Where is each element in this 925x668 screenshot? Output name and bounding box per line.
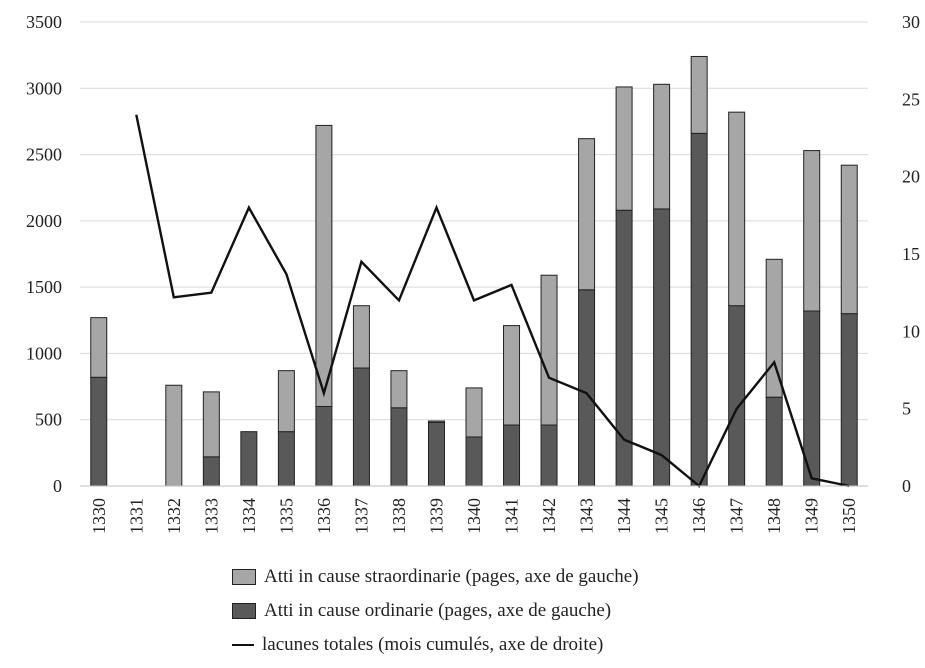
y-right-tick-label: 25 <box>902 89 920 109</box>
bar-ordinarie <box>578 289 596 487</box>
x-tick-label: 1342 <box>539 498 559 534</box>
bar-ordinarie <box>840 313 858 487</box>
x-tick-label: 1346 <box>689 498 709 534</box>
y-left-tick-label: 1500 <box>26 277 62 297</box>
bar-straordinarie <box>765 258 783 398</box>
x-tick-label: 1339 <box>426 498 446 534</box>
bar-ordinarie <box>465 436 483 487</box>
x-tick-label: 1350 <box>839 498 859 534</box>
bar-ordinarie <box>728 305 746 487</box>
bar-straordinarie <box>165 384 183 487</box>
bar-straordinarie <box>578 138 596 291</box>
bar-straordinarie <box>803 150 821 312</box>
bar-straordinarie <box>202 391 220 458</box>
x-tick-label: 1336 <box>314 498 334 534</box>
x-tick-label: 1347 <box>727 498 747 534</box>
x-tick-label: 1343 <box>577 498 597 534</box>
bar-straordinarie <box>615 86 633 211</box>
bar-ordinarie <box>315 405 333 487</box>
bar-ordinarie <box>90 376 108 487</box>
series-line-lacunes <box>135 114 850 488</box>
bar-ordinarie <box>277 431 295 487</box>
x-tick-label: 1349 <box>802 498 822 534</box>
x-tick-label: 1338 <box>389 498 409 534</box>
bar-ordinarie <box>240 431 258 487</box>
axes: 0 500 1000 1500 2000 2500 3000 3500 0 5 10 15 20 25 30… <box>26 12 920 534</box>
y-left-tick-label: 0 <box>53 476 62 496</box>
legend-swatch-straordinarie <box>232 569 256 585</box>
y-right-tick-label: 30 <box>902 12 920 32</box>
x-tick-label: 1348 <box>764 498 784 534</box>
y-left-tick-label: 3000 <box>26 78 62 98</box>
legend-label-ordinarie: Atti in cause ordinarie (pages, axe de g… <box>264 600 612 621</box>
gridlines <box>80 21 868 421</box>
bar-ordinarie <box>690 132 708 487</box>
bar-straordinarie <box>840 164 858 315</box>
legend-label-straordinarie: Atti in cause straordinarie (pages, axe … <box>264 566 639 587</box>
y-left-tick-label: 3500 <box>26 12 62 32</box>
y-left-tick-label: 2000 <box>26 211 62 231</box>
bar-straordinarie <box>728 111 746 307</box>
bar-ordinarie <box>540 424 558 487</box>
x-tick-label: 1332 <box>164 498 184 534</box>
x-tick-label: 1333 <box>201 498 221 534</box>
bar-straordinarie <box>503 325 521 426</box>
bar-straordinarie <box>315 124 333 407</box>
bar-straordinarie <box>277 370 295 433</box>
bar-ordinarie <box>390 407 408 487</box>
x-tick-label: 1337 <box>351 498 371 534</box>
legend-item-straordinarie: Atti in cause straordinarie (pages, axe … <box>232 560 639 594</box>
bar-straordinarie <box>540 274 558 426</box>
y-right-tick-label: 5 <box>902 399 911 419</box>
x-tick-label: 1340 <box>464 498 484 534</box>
bar-straordinarie <box>390 370 408 409</box>
bar-ordinarie <box>352 367 370 487</box>
bar-ordinarie <box>653 208 671 487</box>
line-series <box>135 114 850 488</box>
bar-ordinarie <box>503 424 521 487</box>
x-tick-label: 1330 <box>89 498 109 534</box>
bar-straordinarie <box>690 55 708 134</box>
legend-item-lacunes: lacunes totales (mois cumulés, axe de dr… <box>232 628 639 662</box>
x-tick-label: 1334 <box>239 498 259 534</box>
y-right-tick-label: 20 <box>902 167 920 187</box>
x-tick-label: 1344 <box>614 498 634 534</box>
bar-ordinarie <box>615 209 633 487</box>
y-right-tick-label: 10 <box>902 321 920 341</box>
bar-ordinarie <box>427 421 445 487</box>
x-tick-label: 1341 <box>502 498 522 534</box>
y-left-tick-label: 500 <box>35 410 62 430</box>
bar-ordinarie <box>202 456 220 487</box>
x-tick-label: 1345 <box>652 498 672 534</box>
x-tick-label: 1335 <box>276 498 296 534</box>
bar-straordinarie <box>90 317 108 378</box>
bar-straordinarie <box>465 387 483 438</box>
bar-straordinarie <box>427 420 445 423</box>
x-tick-label: 1331 <box>126 498 146 534</box>
y-left-tick-label: 2500 <box>26 145 62 165</box>
bar-straordinarie <box>653 83 671 210</box>
legend-item-ordinarie: Atti in cause ordinarie (pages, axe de g… <box>232 594 639 628</box>
bar-ordinarie <box>765 396 783 487</box>
legend-swatch-ordinarie <box>232 603 256 619</box>
y-left-tick-label: 1000 <box>26 343 62 363</box>
y-right-tick-label: 15 <box>902 244 920 264</box>
legend-label-lacunes: lacunes totales (mois cumulés, axe de dr… <box>262 634 604 655</box>
legend: Atti in cause straordinarie (pages, axe … <box>232 560 639 662</box>
bar-straordinarie <box>352 305 370 369</box>
y-right-tick-label: 0 <box>902 476 911 496</box>
legend-swatch-lacunes <box>232 644 254 646</box>
bars <box>90 55 858 487</box>
